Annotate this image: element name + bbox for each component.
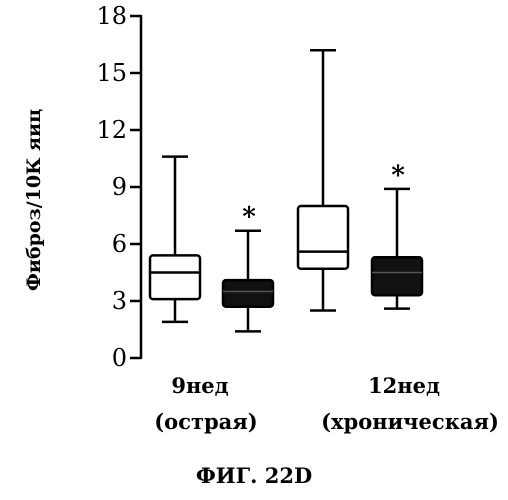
y-tick-label: 15	[96, 59, 127, 87]
box-plot-2: *	[223, 203, 273, 332]
significance-marker: *	[391, 161, 405, 191]
box-plot-4: *	[372, 161, 422, 309]
interquartile-box	[372, 257, 422, 295]
box-series: **	[150, 50, 422, 331]
interquartile-box	[298, 206, 348, 269]
interquartile-box	[223, 280, 273, 307]
figure-label: ФИГ. 22D	[196, 463, 312, 488]
box-plot-1	[150, 157, 200, 322]
y-axis-label: Фиброз/10К яиц	[23, 109, 45, 291]
y-tick-label: 18	[96, 2, 127, 30]
group-label-9-weeks-subtitle: (острая)	[154, 409, 257, 434]
significance-marker: *	[242, 203, 256, 233]
y-tick-label: 0	[112, 344, 127, 372]
group-label-12-weeks: 12нед	[368, 373, 440, 398]
y-tick-label: 12	[96, 116, 127, 144]
group-label-12-weeks-subtitle: (хроническая)	[321, 409, 499, 434]
interquartile-box	[150, 255, 200, 299]
box-plot-3	[298, 50, 348, 310]
y-axis-ticks: 0 3 6 9 12 15 18	[96, 2, 141, 372]
y-tick-label: 6	[112, 230, 127, 258]
group-label-9-weeks: 9нед	[171, 373, 228, 398]
y-tick-label: 3	[112, 287, 127, 315]
y-tick-label: 9	[112, 173, 127, 201]
